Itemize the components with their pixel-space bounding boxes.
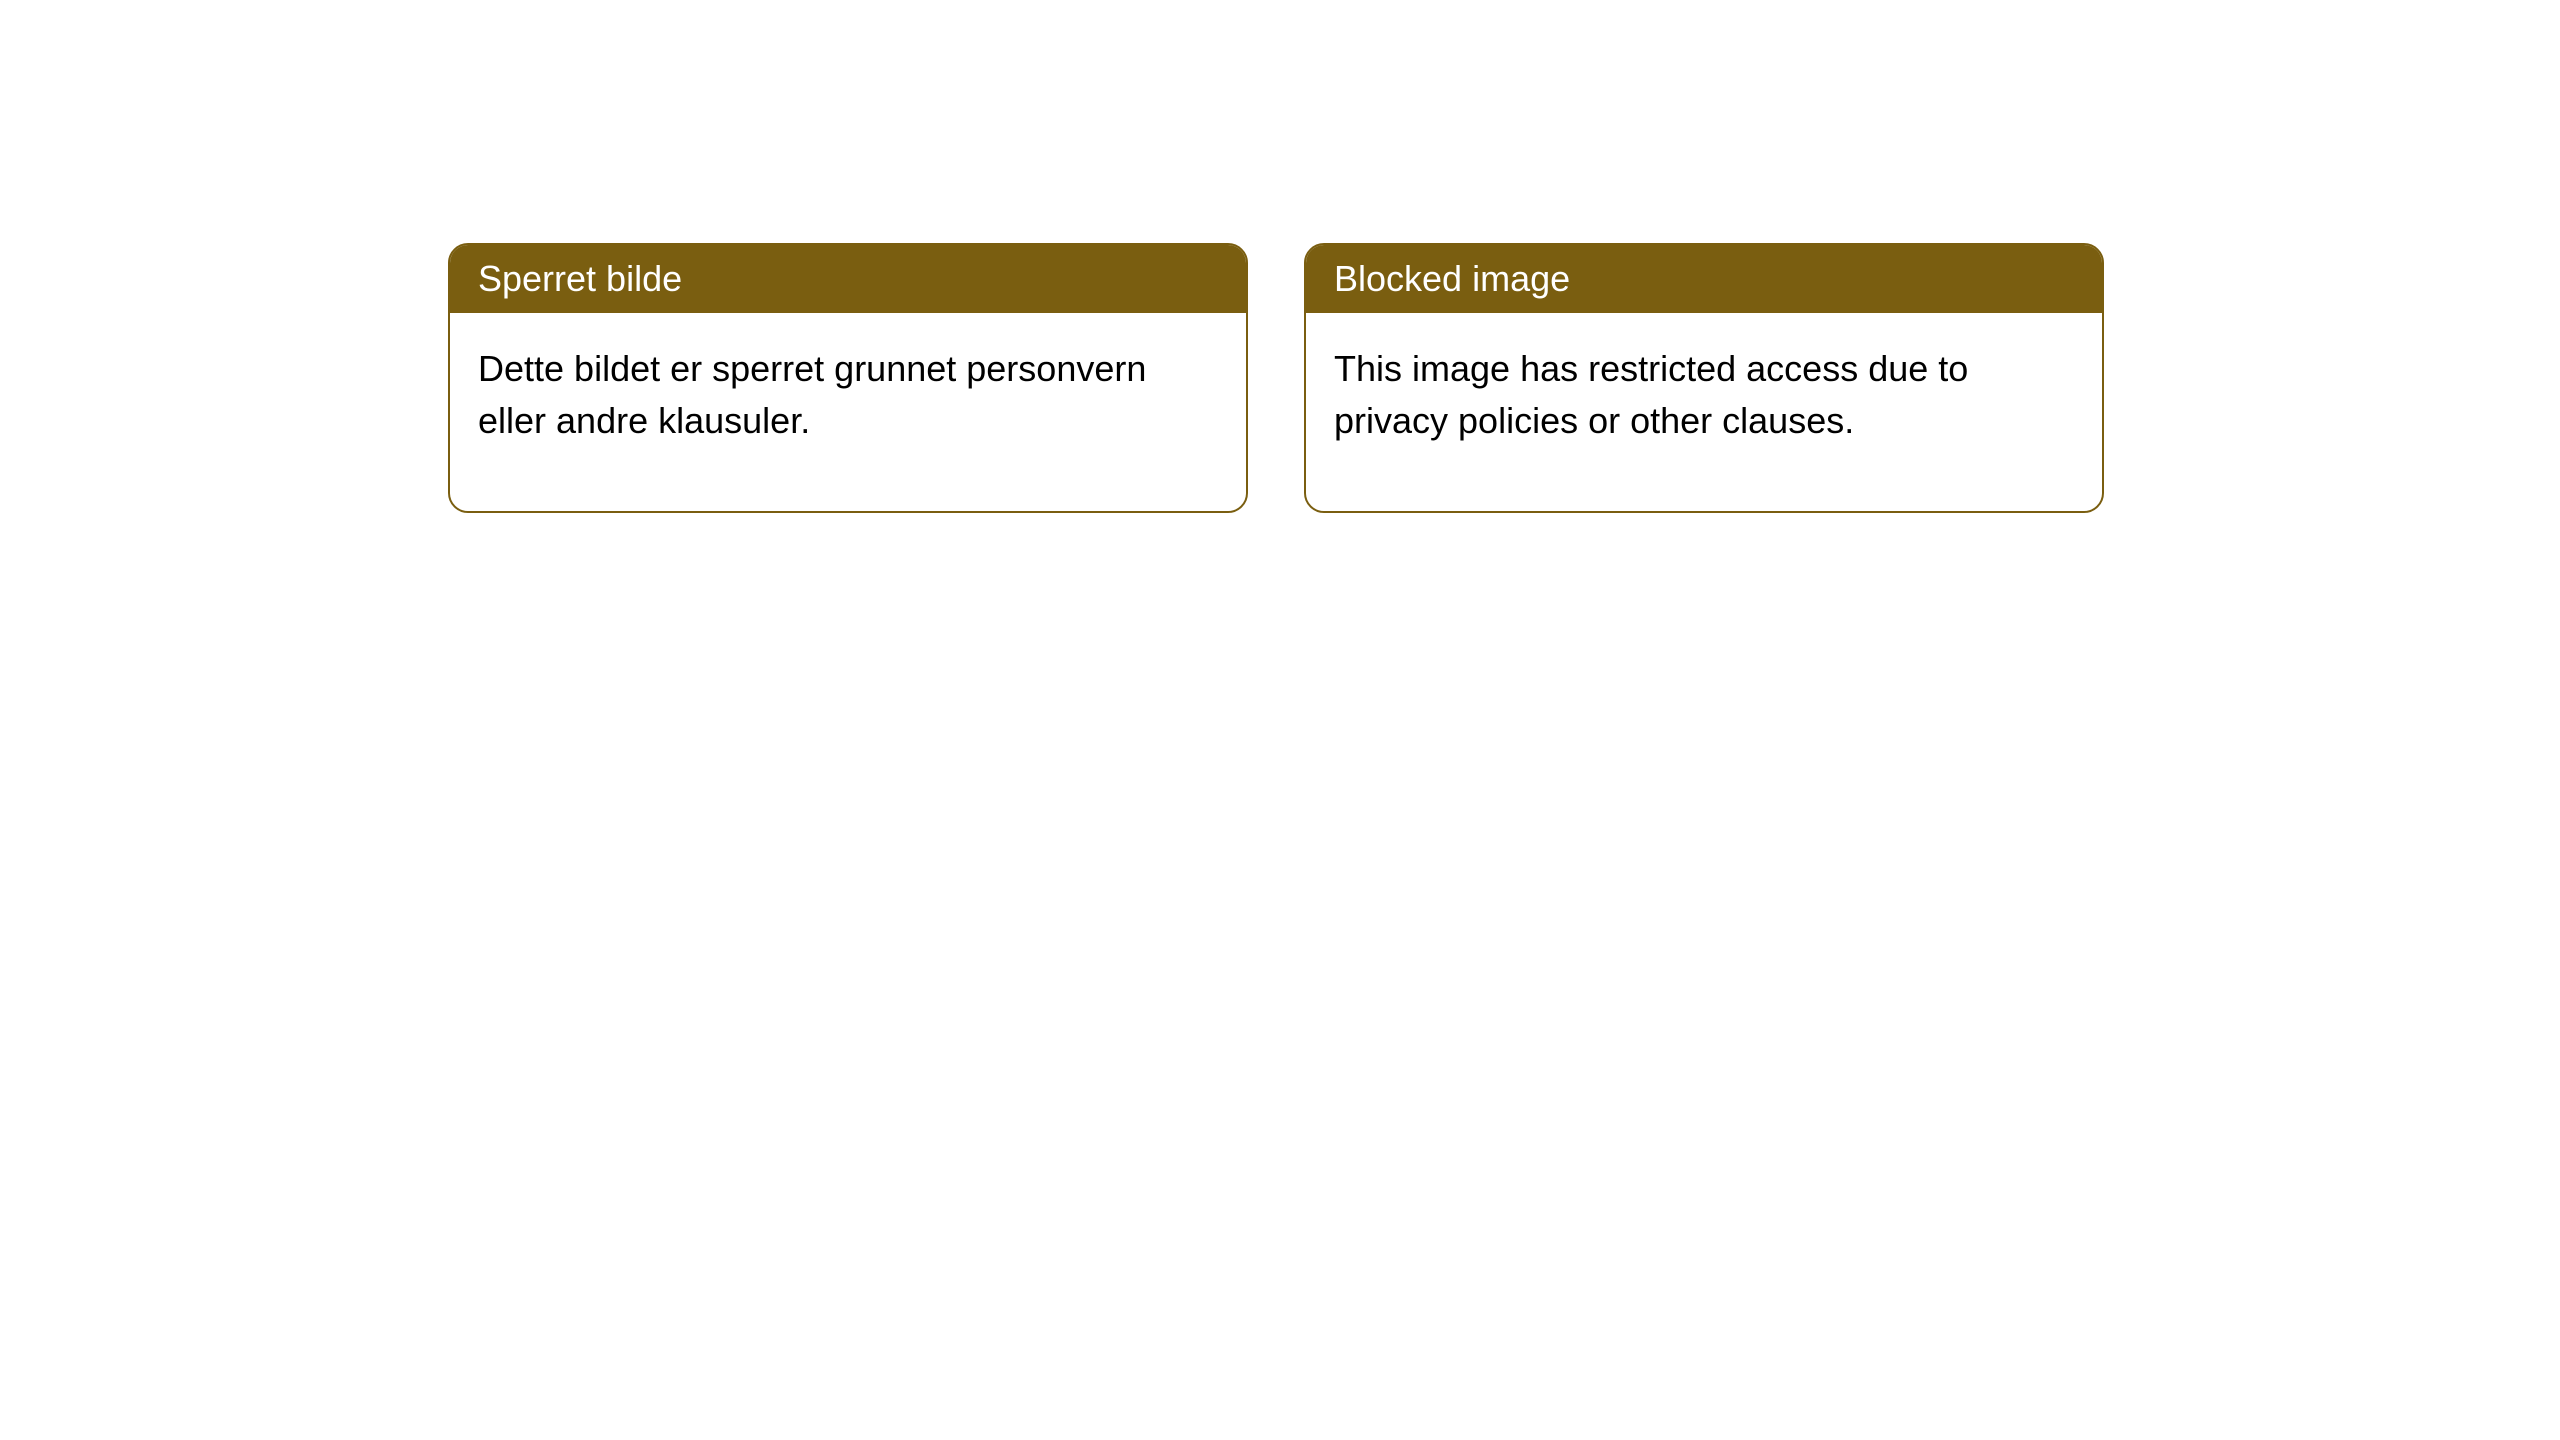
notice-card-norwegian: Sperret bilde Dette bildet er sperret gr… (448, 243, 1248, 513)
card-body: This image has restricted access due to … (1306, 313, 2102, 511)
card-body-text: This image has restricted access due to … (1334, 348, 1968, 441)
card-title: Sperret bilde (478, 258, 682, 299)
card-body: Dette bildet er sperret grunnet personve… (450, 313, 1246, 511)
card-title: Blocked image (1334, 258, 1570, 299)
notice-cards-container: Sperret bilde Dette bildet er sperret gr… (448, 243, 2104, 513)
card-body-text: Dette bildet er sperret grunnet personve… (478, 348, 1146, 441)
card-header: Sperret bilde (450, 245, 1246, 313)
card-header: Blocked image (1306, 245, 2102, 313)
notice-card-english: Blocked image This image has restricted … (1304, 243, 2104, 513)
